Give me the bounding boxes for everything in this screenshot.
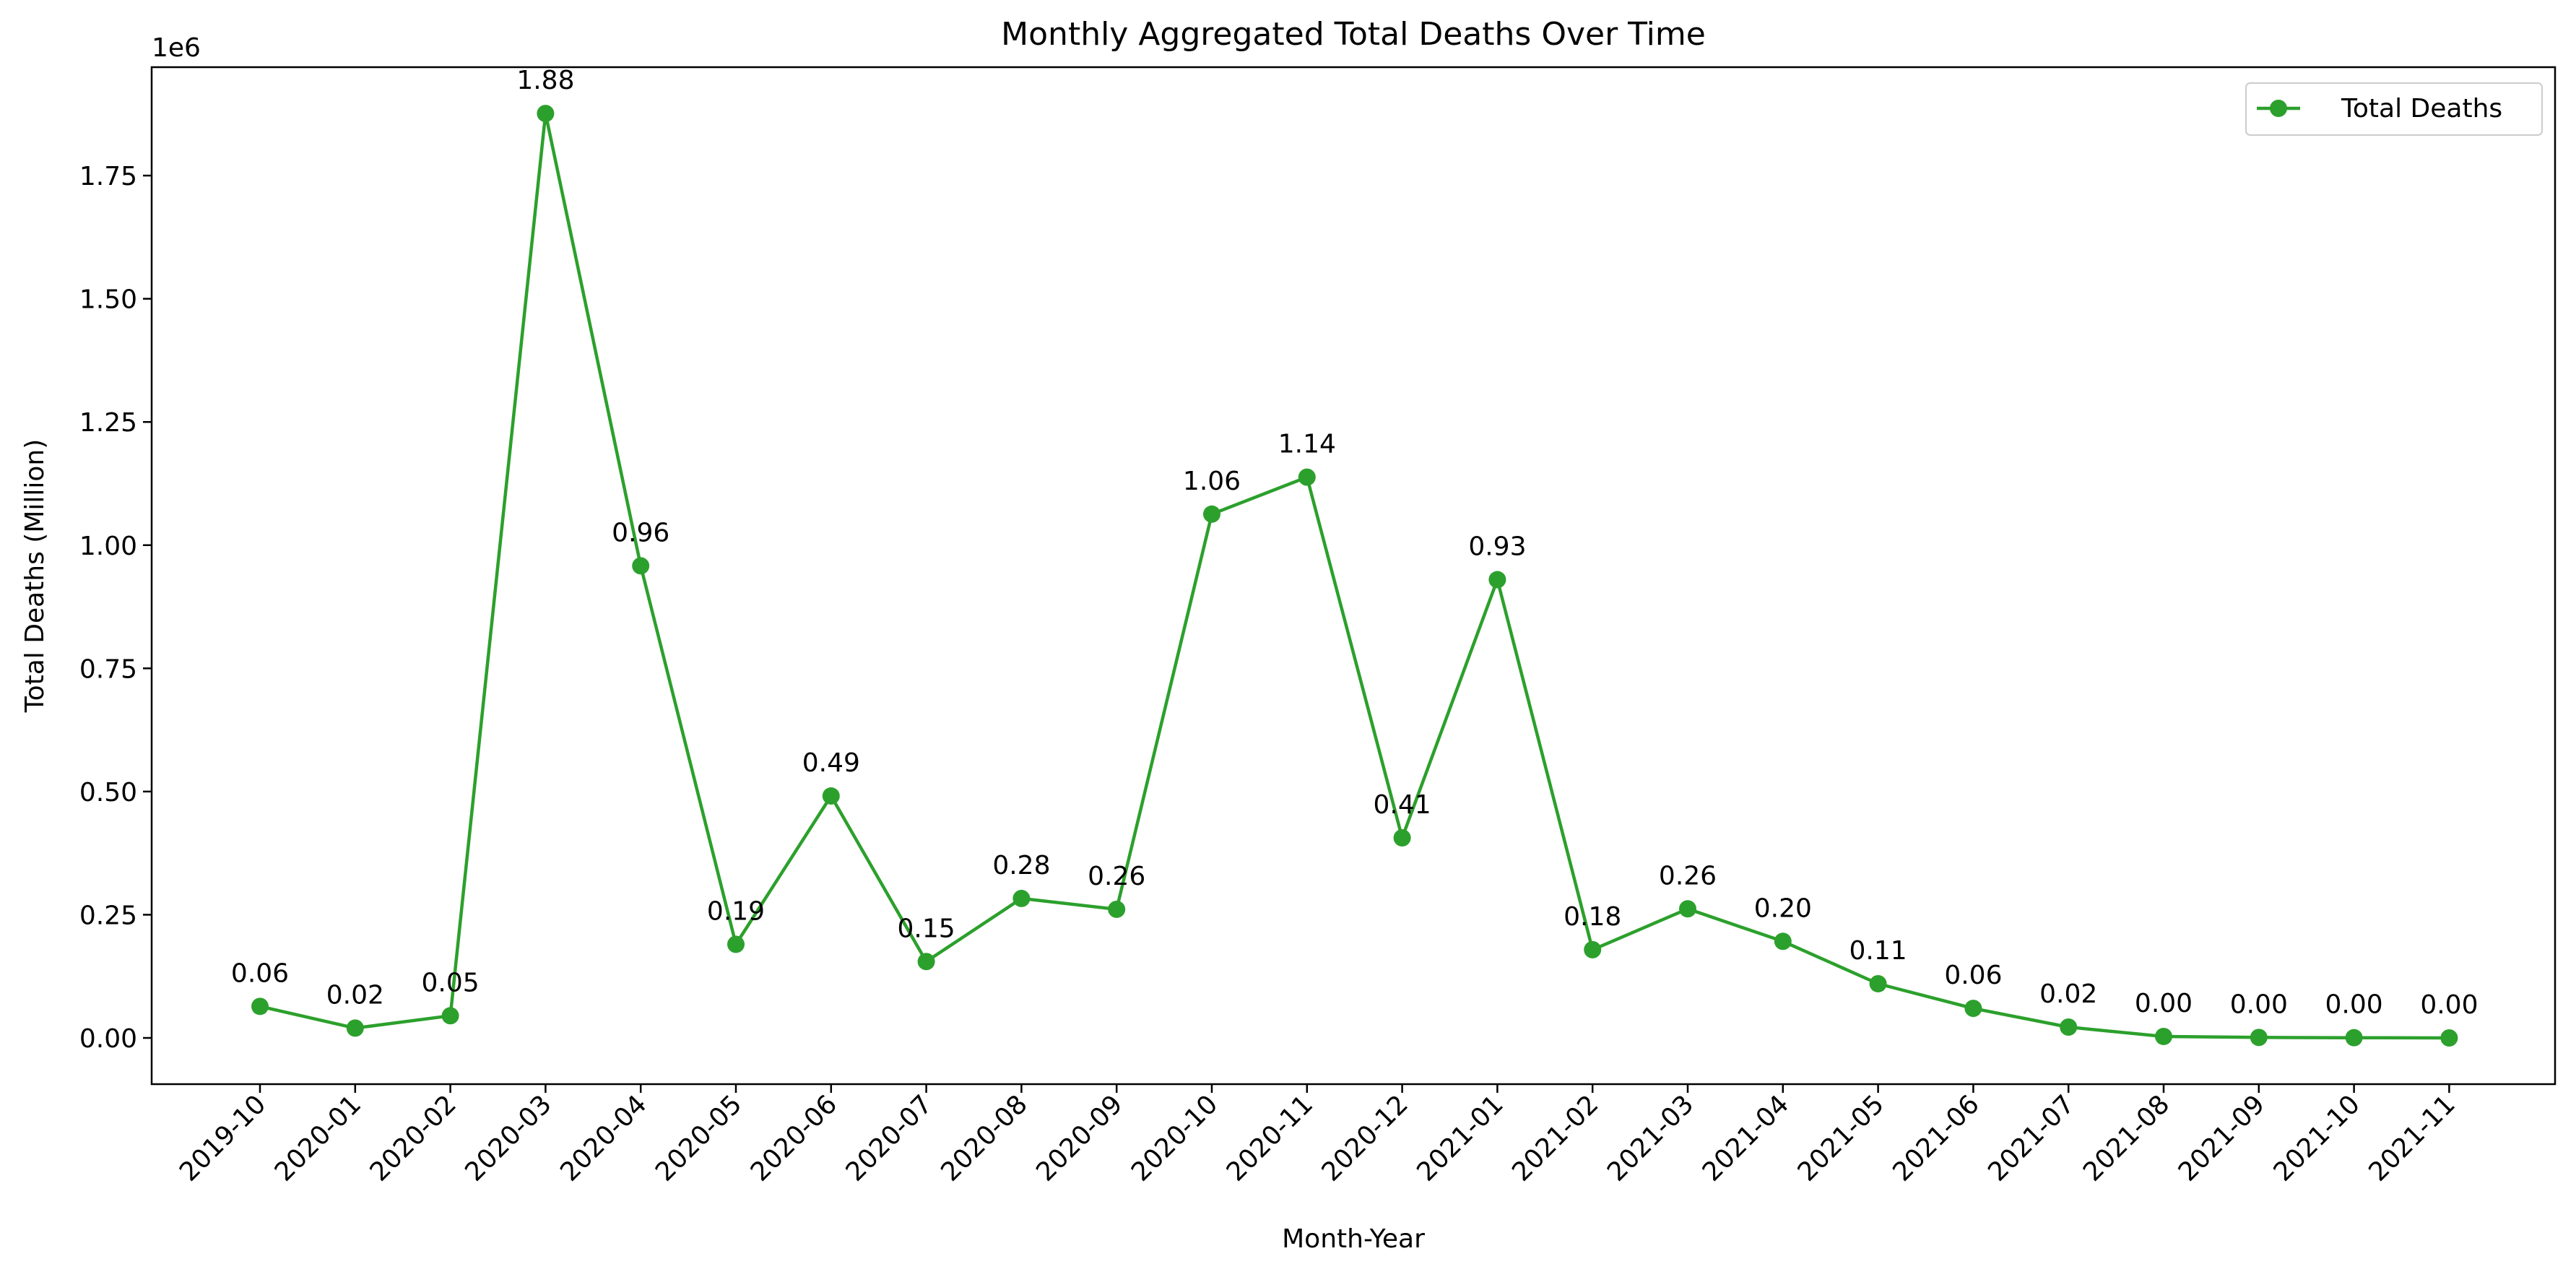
data-label: 0.26 [1088, 862, 1145, 891]
data-label: 0.28 [992, 851, 1050, 880]
y-tick-label: 1.75 [79, 162, 137, 191]
data-point [632, 557, 650, 575]
data-point [1012, 889, 1031, 907]
x-axis-label: Month-Year [1282, 1224, 1425, 1254]
y-tick-label: 0.75 [79, 654, 137, 684]
x-tick-label: 2020-04 [555, 1089, 652, 1187]
chart-title: Monthly Aggregated Total Deaths Over Tim… [1001, 16, 1706, 53]
x-tick-label: 2020-08 [935, 1089, 1033, 1187]
data-label: 1.06 [1183, 467, 1241, 496]
data-label: 0.15 [898, 914, 955, 943]
plot-series: 0.06 0.02 0.05 1.88 0.96 0.19 0.49 0.15 0.28 0.26… [231, 66, 2478, 1047]
x-tick-label: 2021-04 [1697, 1089, 1795, 1187]
legend-label: Total Deaths [2341, 94, 2502, 124]
data-point [1203, 505, 1220, 523]
x-tick-label: 2021-08 [2078, 1089, 2175, 1187]
x-tick-label: 2020-06 [745, 1089, 843, 1187]
y-offset-text: 1e6 [152, 33, 201, 63]
data-label: 0.02 [2039, 979, 2097, 1009]
data-point [1584, 940, 1602, 958]
x-tick-label: 2020-01 [269, 1089, 367, 1187]
x-axis: 2019-102020-012020-022020-032020-042020-… [174, 1084, 2461, 1187]
data-label: 0.19 [707, 896, 765, 926]
x-tick-label: 2020-03 [459, 1089, 557, 1187]
data-point [1393, 829, 1411, 847]
data-label: 0.00 [2420, 990, 2478, 1020]
y-tick-label: 1.25 [79, 408, 137, 438]
x-tick-label: 2019-10 [174, 1089, 272, 1187]
y-tick-label: 0.50 [79, 778, 137, 808]
y-tick-label: 1.00 [79, 532, 137, 561]
x-tick-label: 2020-12 [1317, 1089, 1414, 1187]
legend: Total Deaths [2245, 82, 2543, 136]
legend-box [2245, 82, 2543, 136]
data-label: 0.00 [2325, 990, 2383, 1020]
x-tick-label: 2020-05 [650, 1089, 747, 1187]
y-tick-label: 1.50 [79, 285, 137, 315]
data-label: 0.18 [1564, 902, 1621, 932]
data-label: 0.26 [1659, 861, 1717, 891]
data-label: 0.00 [2135, 989, 2193, 1018]
y-axis: 0.00 0.25 0.50 0.75 1.00 1.25 1.50 1.75 [79, 162, 152, 1054]
data-point [2060, 1018, 2078, 1036]
x-tick-label: 2021-07 [1982, 1089, 2080, 1187]
data-point [251, 997, 269, 1016]
data-point [2440, 1029, 2458, 1047]
x-tick-label: 2021-01 [1411, 1089, 1509, 1187]
data-label: 0.02 [326, 980, 384, 1010]
data-point [2250, 1029, 2268, 1047]
data-point [1964, 1000, 1982, 1018]
data-label: 0.00 [2230, 990, 2288, 1019]
x-tick-label: 2020-10 [1126, 1089, 1223, 1187]
data-label: 0.06 [231, 958, 289, 988]
data-point [2345, 1029, 2363, 1047]
data-label: 1.88 [516, 66, 574, 95]
data-label: 0.05 [422, 968, 480, 997]
x-tick-label: 2020-09 [1031, 1089, 1128, 1187]
data-label: 0.41 [1374, 790, 1431, 820]
data-point [1679, 900, 1696, 918]
data-point [537, 105, 555, 123]
data-point [441, 1007, 459, 1025]
x-tick-label: 2021-11 [2363, 1089, 2460, 1187]
x-tick-label: 2021-02 [1506, 1089, 1604, 1187]
data-point [2155, 1027, 2172, 1045]
data-point [1869, 974, 1887, 992]
x-tick-label: 2021-03 [1602, 1089, 1699, 1187]
data-point [917, 953, 935, 971]
data-label: 0.06 [1944, 961, 2002, 990]
data-label: 0.11 [1849, 936, 1907, 966]
plot-area [150, 66, 2557, 1086]
data-point [1108, 900, 1126, 918]
legend-marker [2270, 100, 2287, 117]
data-point [727, 935, 745, 953]
data-point [1298, 468, 1316, 486]
x-tick-label: 2021-06 [1887, 1089, 1985, 1187]
data-point [1488, 571, 1506, 589]
data-label: 0.96 [612, 518, 669, 547]
x-tick-label: 2021-09 [2173, 1089, 2271, 1187]
data-point [1774, 932, 1792, 951]
data-point [346, 1019, 364, 1037]
y-axis-label: Total Deaths (Million) [20, 439, 50, 714]
x-tick-label: 2020-02 [365, 1089, 462, 1187]
data-label: 0.93 [1468, 532, 1526, 562]
data-point [822, 787, 840, 805]
data-label: 1.14 [1278, 430, 1336, 459]
y-tick-label: 0.25 [79, 901, 137, 930]
series-line [259, 111, 2450, 1040]
data-label: 0.49 [802, 748, 860, 778]
y-tick-label: 0.00 [79, 1024, 137, 1054]
x-tick-label: 2021-10 [2268, 1089, 2366, 1187]
x-tick-label: 2021-05 [1792, 1089, 1890, 1187]
x-tick-label: 2020-11 [1221, 1089, 1319, 1187]
x-tick-label: 2020-07 [841, 1089, 938, 1187]
data-label: 0.20 [1754, 893, 1812, 923]
